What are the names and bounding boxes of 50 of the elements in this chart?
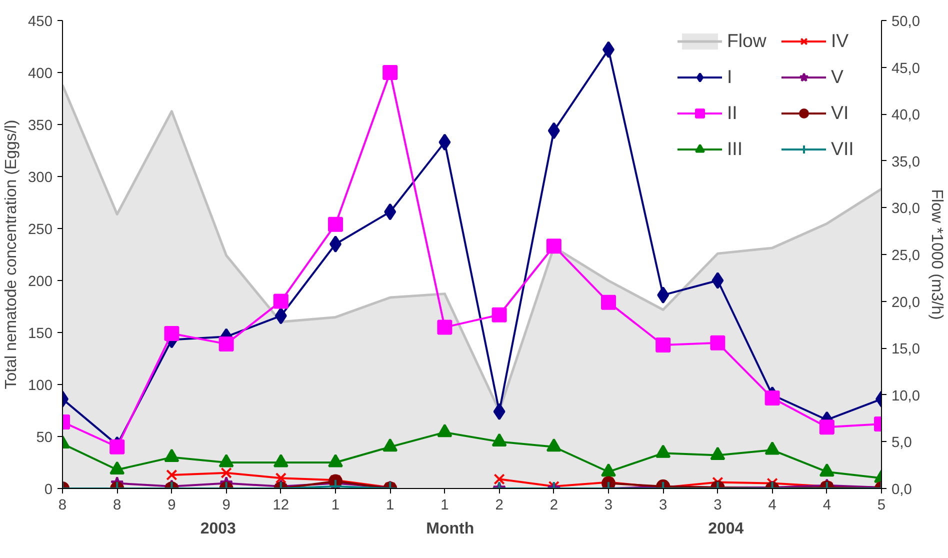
y-tick-label: 0 bbox=[44, 482, 53, 498]
x-tick-label: 8 bbox=[58, 498, 67, 514]
x-tick-label: 3 bbox=[659, 498, 668, 514]
y-axis-title: Total nematode concentration (Eggs/l) bbox=[3, 120, 20, 390]
legend-label: III bbox=[727, 138, 744, 160]
y2-axis-title: Flow *1000 (m3/h) bbox=[928, 189, 946, 320]
y-tick-label: 300 bbox=[28, 170, 53, 186]
x-tick-label: 3 bbox=[714, 498, 722, 514]
x-tick-label: 2 bbox=[495, 498, 504, 514]
y-tick-label: 200 bbox=[28, 274, 53, 290]
x-tick-label: 1 bbox=[386, 498, 394, 514]
x-tick-label: 12 bbox=[272, 498, 290, 514]
y2-tick-label: 5,0 bbox=[892, 435, 912, 452]
y2-tick-label: 10,0 bbox=[892, 388, 920, 404]
y-tick-label: 350 bbox=[28, 118, 53, 134]
y2-tick-label: 50,0 bbox=[892, 14, 920, 30]
y-tick-label: 400 bbox=[28, 66, 53, 82]
legend-label: II bbox=[727, 102, 738, 124]
x-tick-label: 4 bbox=[822, 498, 831, 514]
legend-label: V bbox=[831, 66, 844, 88]
x-tick-label: 2 bbox=[550, 498, 558, 514]
y-tick-label: 250 bbox=[28, 222, 53, 238]
x-axis-title: Month bbox=[426, 520, 474, 538]
y2-tick-label: 20,0 bbox=[892, 294, 920, 311]
y2-tick-label: 25,0 bbox=[892, 248, 920, 264]
x-tick-label: 3 bbox=[604, 498, 613, 514]
legend-label: I bbox=[727, 66, 734, 88]
x-tick-label: 1 bbox=[331, 498, 340, 514]
x-tick-label: 4 bbox=[768, 498, 776, 514]
y2-tick-label: 35,0 bbox=[892, 154, 920, 170]
y2-tick-label: 15,0 bbox=[892, 342, 920, 358]
text: 2003 bbox=[200, 520, 236, 538]
y-tick-label: 450 bbox=[28, 14, 53, 30]
y2-tick-label: 30,0 bbox=[892, 201, 920, 218]
y-tick-label: 50 bbox=[36, 430, 53, 446]
y2-tick-label: 45,0 bbox=[892, 60, 920, 77]
x-tick-label: 9 bbox=[168, 498, 176, 514]
legend-label: VI bbox=[831, 102, 850, 124]
y-tick-label: 150 bbox=[28, 326, 53, 342]
x-tick-label: 1 bbox=[440, 498, 449, 514]
y2-tick-label: 0,0 bbox=[892, 482, 912, 498]
y-tick-label: 100 bbox=[28, 378, 53, 394]
legend-label: Flow bbox=[727, 30, 767, 52]
legend-label: IV bbox=[831, 30, 850, 52]
x-tick-label: 5 bbox=[877, 498, 886, 514]
legend-label: VII bbox=[831, 138, 855, 160]
x-tick-label: 8 bbox=[113, 498, 122, 514]
y2-tick-label: 40,0 bbox=[892, 108, 920, 124]
x-tick-label: 9 bbox=[222, 498, 230, 514]
text: 2004 bbox=[708, 520, 744, 538]
